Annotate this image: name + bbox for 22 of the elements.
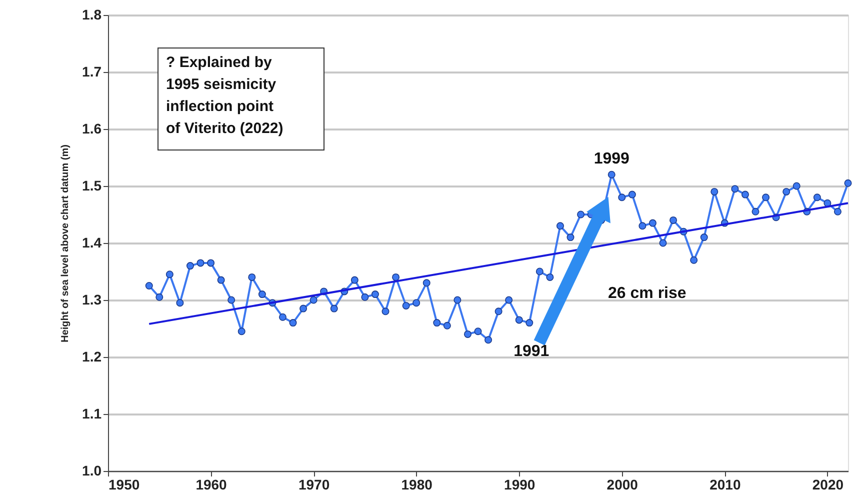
x-tick-label: 1960 <box>196 476 228 492</box>
x-tick-label: 1950 <box>108 476 140 492</box>
y-tick-label: 1.0 <box>82 462 102 478</box>
x-tick-label: 1980 <box>401 476 433 492</box>
y-tick-label: 1.1 <box>82 406 102 422</box>
y-tick-label: 1.7 <box>82 64 102 80</box>
annotation: ? Explained by 1995 seismicity inflection point of Viterito (2022) <box>166 54 284 137</box>
y-tick-label: 1.8 <box>82 6 102 22</box>
y-tick-label: 1.3 <box>82 292 102 308</box>
y-tick-label: 1.4 <box>82 234 102 250</box>
x-tick-label: 2010 <box>710 476 741 492</box>
annotation: 1999 <box>594 150 630 168</box>
x-tick-label: 2000 <box>606 476 638 492</box>
annotation: 1991 <box>514 342 550 360</box>
y-tick-label: 1.6 <box>82 120 102 136</box>
x-tick-label: 1990 <box>504 476 536 492</box>
y-tick-label: 1.2 <box>82 348 102 364</box>
y-tick-label: 1.5 <box>82 178 102 194</box>
annotation: 26 cm rise <box>608 285 686 302</box>
x-tick-label: 2020 <box>812 476 844 492</box>
y-axis-title: Height of sea level above chart datum (m) <box>60 144 72 342</box>
x-tick-label: 1970 <box>298 476 330 492</box>
